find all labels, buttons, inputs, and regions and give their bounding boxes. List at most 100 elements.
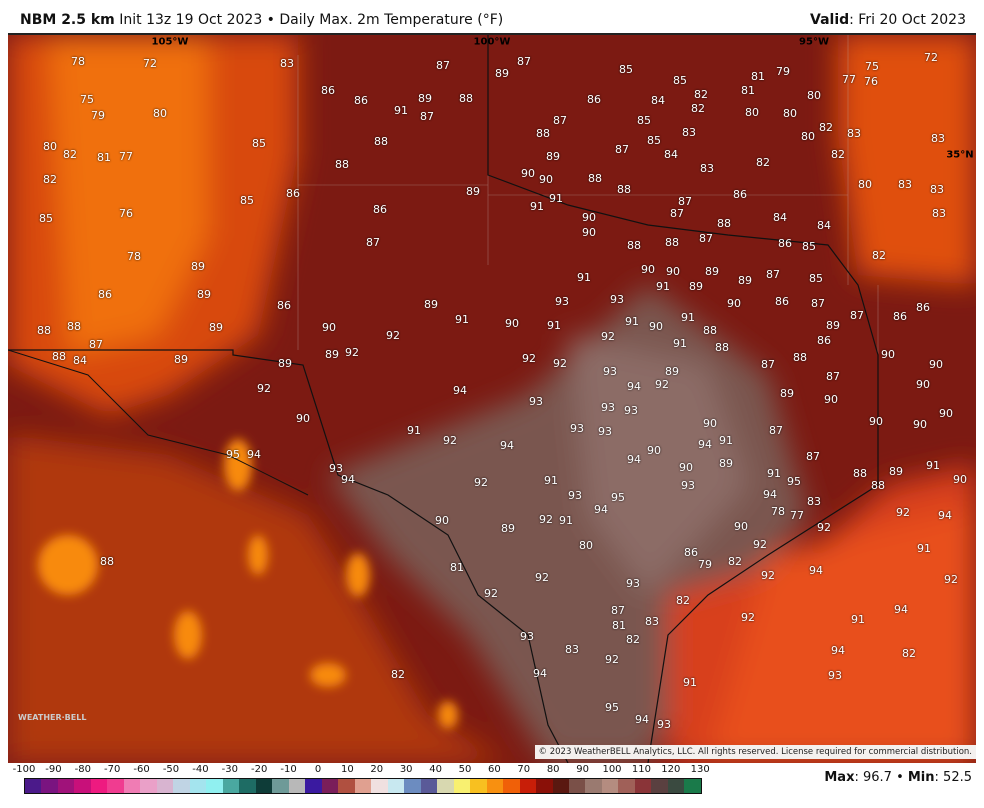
temperature-label: 91 bbox=[455, 313, 469, 326]
separator: • bbox=[891, 770, 908, 785]
temperature-label: 94 bbox=[894, 603, 908, 616]
copyright-notice: © 2023 WeatherBELL Analytics, LLC. All r… bbox=[534, 745, 976, 759]
colorbar-swatch bbox=[651, 779, 668, 793]
max-min-stats: Max: 96.7 • Min: 52.5 bbox=[824, 770, 972, 785]
temperature-label: 94 bbox=[938, 509, 952, 522]
temperature-label: 91 bbox=[926, 459, 940, 472]
colorbar-swatch bbox=[305, 779, 322, 793]
temperature-label: 77 bbox=[842, 73, 856, 86]
temperature-label: 94 bbox=[500, 439, 514, 452]
colorbar-swatch bbox=[601, 779, 619, 793]
temperature-label: 88 bbox=[665, 236, 679, 249]
temperature-label: 89 bbox=[466, 185, 480, 198]
colorbar-tick: -90 bbox=[45, 764, 62, 775]
temperature-label: 82 bbox=[43, 173, 57, 186]
temperature-label: 86 bbox=[321, 84, 335, 97]
temperature-label: 84 bbox=[817, 219, 831, 232]
temperature-label: 89 bbox=[495, 67, 509, 80]
temperature-label: 83 bbox=[645, 615, 659, 628]
temperature-label: 81 bbox=[450, 561, 464, 574]
temperature-label: 76 bbox=[119, 207, 133, 220]
temperature-label: 83 bbox=[565, 643, 579, 656]
temperature-label: 93 bbox=[568, 489, 582, 502]
temperature-label: 86 bbox=[775, 295, 789, 308]
colorbar-tick: 90 bbox=[576, 764, 589, 775]
colorbar-tick: -100 bbox=[12, 764, 36, 775]
temperature-label: 91 bbox=[656, 280, 670, 293]
temperature-label: 83 bbox=[280, 57, 294, 70]
temperature-label: 81 bbox=[612, 619, 626, 632]
temperature-label: 78 bbox=[127, 250, 141, 263]
temperature-label: 90 bbox=[929, 358, 943, 371]
temperature-label: 83 bbox=[931, 132, 945, 145]
temperature-label: 93 bbox=[529, 395, 543, 408]
temperature-label: 83 bbox=[932, 207, 946, 220]
lon-label: 95°W bbox=[799, 36, 829, 48]
temperature-label: 87 bbox=[436, 59, 450, 72]
temperature-label: 87 bbox=[553, 114, 567, 127]
temperature-label: 90 bbox=[582, 226, 596, 239]
temperature-label: 84 bbox=[651, 94, 665, 107]
colorbar-swatch bbox=[684, 779, 701, 793]
temperature-label: 90 bbox=[296, 412, 310, 425]
temperature-label: 87 bbox=[615, 143, 629, 156]
colorbar-tick: 110 bbox=[631, 764, 651, 775]
temperature-label: 90 bbox=[824, 393, 838, 406]
temperature-label: 90 bbox=[913, 418, 927, 431]
temperature-label: 94 bbox=[635, 713, 649, 726]
temperature-label: 82 bbox=[728, 555, 742, 568]
temperature-label: 86 bbox=[778, 237, 792, 250]
temperature-label: 85 bbox=[637, 114, 651, 127]
lat-label: 35°N bbox=[946, 149, 974, 161]
temperature-label: 92 bbox=[817, 521, 831, 534]
temperature-label: 88 bbox=[627, 239, 641, 252]
colorbar-swatch bbox=[503, 779, 520, 793]
temperature-label: 87 bbox=[769, 424, 783, 437]
valid-time: Valid: Fri 20 Oct 2023 bbox=[810, 12, 966, 28]
temperature-label: 89 bbox=[174, 353, 188, 366]
colorbar-swatch bbox=[536, 779, 553, 793]
temperature-label: 90 bbox=[679, 461, 693, 474]
temperature-label: 88 bbox=[536, 127, 550, 140]
temperature-label: 75 bbox=[865, 60, 879, 73]
colorbar-tick: 0 bbox=[314, 764, 322, 775]
map-raster bbox=[7, 35, 976, 764]
colorbar-swatch bbox=[321, 779, 339, 793]
temperature-label: 89 bbox=[665, 365, 679, 378]
temperature-label: 86 bbox=[98, 288, 112, 301]
temperature-label: 86 bbox=[587, 93, 601, 106]
temperature-label: 90 bbox=[939, 407, 953, 420]
temperature-label: 94 bbox=[627, 380, 641, 393]
colorbar-swatch bbox=[255, 779, 273, 793]
temperature-label: 88 bbox=[374, 135, 388, 148]
temperature-label: 93 bbox=[520, 630, 534, 643]
temperature-label: 95 bbox=[226, 448, 240, 461]
temperature-label: 79 bbox=[698, 558, 712, 571]
temperature-label: 92 bbox=[896, 506, 910, 519]
colorbar-tick: -70 bbox=[104, 764, 121, 775]
colorbar-tick: 100 bbox=[602, 764, 622, 775]
temperature-label: 93 bbox=[624, 404, 638, 417]
temperature-label: 80 bbox=[745, 106, 759, 119]
weatherbell-logo: WEATHER·BELL bbox=[18, 713, 87, 722]
temperature-label: 91 bbox=[544, 474, 558, 487]
colorbar-tick: 20 bbox=[370, 764, 384, 775]
temperature-label: 91 bbox=[559, 514, 573, 527]
temperature-label: 91 bbox=[547, 319, 561, 332]
colorbar-swatch bbox=[470, 779, 487, 793]
temperature-label: 83 bbox=[847, 127, 861, 140]
colorbar-swatch bbox=[206, 779, 223, 793]
temperature-map[interactable]: 105°W 100°W 95°W 35°N 78 72 83 87 89 87 85 85 82… bbox=[7, 33, 976, 764]
temperature-label: 91 bbox=[767, 467, 781, 480]
temperature-label: 93 bbox=[603, 365, 617, 378]
temperature-label: 90 bbox=[505, 317, 519, 330]
temperature-label: 92 bbox=[944, 573, 958, 586]
colorbar-swatch bbox=[239, 779, 256, 793]
colorbar-tick: 50 bbox=[458, 764, 472, 775]
temperature-label: 78 bbox=[71, 55, 85, 68]
temperature-label: 92 bbox=[535, 571, 549, 584]
temperature-label: 83 bbox=[807, 495, 821, 508]
lon-label: 100°W bbox=[473, 36, 511, 48]
temperature-label: 80 bbox=[153, 107, 167, 120]
temperature-label: 85 bbox=[647, 134, 661, 147]
